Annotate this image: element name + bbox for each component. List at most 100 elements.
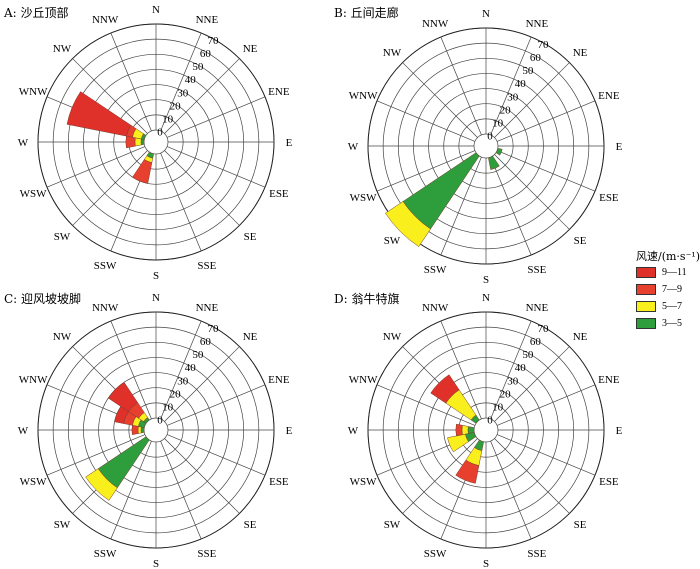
radial-tick-label: 20 bbox=[170, 388, 182, 400]
direction-label: NE bbox=[573, 331, 588, 343]
legend-label: 5—7 bbox=[662, 301, 682, 312]
radial-tick-label: 60 bbox=[530, 52, 542, 64]
direction-label: NNW bbox=[422, 302, 449, 314]
grid-spoke bbox=[494, 154, 570, 230]
grid-spoke bbox=[440, 156, 482, 256]
direction-label: WSW bbox=[20, 188, 48, 200]
direction-label: ENE bbox=[268, 374, 290, 386]
grid-spoke bbox=[376, 100, 476, 142]
radial-tick-label: 50 bbox=[192, 349, 204, 361]
petal-segment bbox=[66, 91, 132, 137]
direction-label: NW bbox=[383, 47, 402, 59]
grid-spoke bbox=[402, 438, 478, 514]
direction-label: E bbox=[286, 137, 293, 149]
direction-label: NW bbox=[53, 331, 72, 343]
petal-segment bbox=[132, 159, 153, 184]
grid-spoke bbox=[160, 320, 202, 420]
radial-tick-label: 50 bbox=[522, 349, 534, 361]
wind-rose-d: N NNE NE ENE E ESE SE SSE S SSW SW WSW W WNW NW NNW 0 102… bbox=[348, 292, 623, 569]
grid-spoke bbox=[160, 32, 202, 132]
legend-item: 3—5 bbox=[636, 315, 700, 332]
legend-swatch bbox=[636, 318, 656, 329]
grid-spoke bbox=[72, 58, 148, 134]
direction-label: ESE bbox=[599, 192, 619, 204]
direction-label: SSW bbox=[94, 548, 117, 560]
petal-segment bbox=[495, 148, 503, 156]
grid-spoke bbox=[164, 150, 240, 226]
petal-segment bbox=[131, 425, 139, 435]
direction-label: SSE bbox=[527, 548, 546, 560]
radial-tick-label: 10 bbox=[162, 401, 174, 413]
direction-label: W bbox=[348, 425, 359, 437]
direction-label: N bbox=[482, 8, 490, 20]
petal-segment bbox=[488, 155, 500, 170]
radial-tick-label: 30 bbox=[177, 375, 189, 387]
radial-tick-label: 10 bbox=[492, 401, 504, 413]
grid-spoke bbox=[440, 320, 482, 420]
direction-label: NNW bbox=[422, 18, 449, 30]
direction-label: SSE bbox=[527, 264, 546, 276]
direction-label: N bbox=[152, 292, 160, 304]
direction-label: SW bbox=[384, 235, 401, 247]
grid-spoke bbox=[166, 146, 266, 188]
direction-label: SSE bbox=[197, 260, 216, 272]
direction-label: SE bbox=[244, 519, 257, 531]
direction-label: WNW bbox=[19, 374, 48, 386]
direction-label: ESE bbox=[599, 476, 619, 488]
radial-tick-label: 50 bbox=[192, 61, 204, 73]
radial-tick-label: 0 bbox=[157, 127, 163, 139]
radial-tick-label: 0 bbox=[157, 415, 163, 427]
grid-spoke bbox=[440, 36, 482, 136]
petal-segment bbox=[461, 425, 469, 435]
grid-ring bbox=[143, 129, 169, 155]
radial-tick-label: 50 bbox=[522, 65, 534, 77]
plot-title-c: C: 迎风坡坡脚 bbox=[4, 292, 82, 306]
radial-tick-label: 60 bbox=[200, 336, 212, 348]
grid-spoke bbox=[160, 440, 202, 540]
direction-label: NNW bbox=[92, 302, 119, 314]
legend-label: 9—11 bbox=[662, 267, 687, 278]
direction-label: SSE bbox=[197, 548, 216, 560]
direction-label: ESE bbox=[269, 188, 289, 200]
direction-label: WSW bbox=[350, 476, 378, 488]
direction-label: WNW bbox=[349, 90, 378, 102]
direction-label: S bbox=[483, 558, 489, 569]
wind-rose-b: N NNE NE ENE E ESE SE SSE S SSW SW WSW W WNW NW NNW 0 102… bbox=[348, 8, 623, 285]
plot-title-a: A: 沙丘顶部 bbox=[4, 6, 69, 20]
direction-label: SW bbox=[54, 231, 71, 243]
grid-spoke bbox=[376, 384, 476, 426]
direction-label: NNE bbox=[196, 302, 219, 314]
plot-title-b: B: 丘间走廊 bbox=[334, 6, 399, 20]
direction-label: SSW bbox=[424, 548, 447, 560]
legend-item: 7—9 bbox=[636, 281, 700, 298]
direction-label: SSW bbox=[424, 264, 447, 276]
radial-tick-label: 30 bbox=[177, 87, 189, 99]
grid-spoke bbox=[46, 146, 146, 188]
radial-tick-label: 70 bbox=[208, 323, 220, 335]
grid-spoke bbox=[490, 156, 532, 256]
petal-segment bbox=[467, 426, 475, 434]
radial-tick-label: 0 bbox=[487, 415, 493, 427]
grid-spoke bbox=[110, 32, 152, 132]
grid-spoke bbox=[164, 346, 240, 422]
direction-label: ESE bbox=[269, 476, 289, 488]
direction-label: N bbox=[482, 292, 490, 304]
radial-tick-label: 30 bbox=[507, 375, 519, 387]
wind-rose-a: N NNE NE ENE E ESE SE SSE S SSW SW WSW W WNW NW NNW 0 102… bbox=[18, 4, 293, 282]
direction-label: SE bbox=[574, 519, 587, 531]
radial-tick-label: 70 bbox=[538, 323, 550, 335]
direction-label: S bbox=[483, 274, 489, 285]
grid-spoke bbox=[494, 62, 570, 138]
direction-label: NW bbox=[383, 331, 402, 343]
radial-tick-label: 20 bbox=[170, 100, 182, 112]
petal-segment bbox=[455, 423, 463, 437]
petal-segment bbox=[455, 459, 480, 484]
grid-spoke bbox=[376, 150, 476, 192]
grid-spoke bbox=[496, 384, 596, 426]
direction-label: NE bbox=[573, 47, 588, 59]
petal-segment bbox=[140, 138, 145, 146]
direction-label: SW bbox=[384, 519, 401, 531]
direction-label: WSW bbox=[20, 476, 48, 488]
direction-label: NNW bbox=[92, 14, 119, 26]
